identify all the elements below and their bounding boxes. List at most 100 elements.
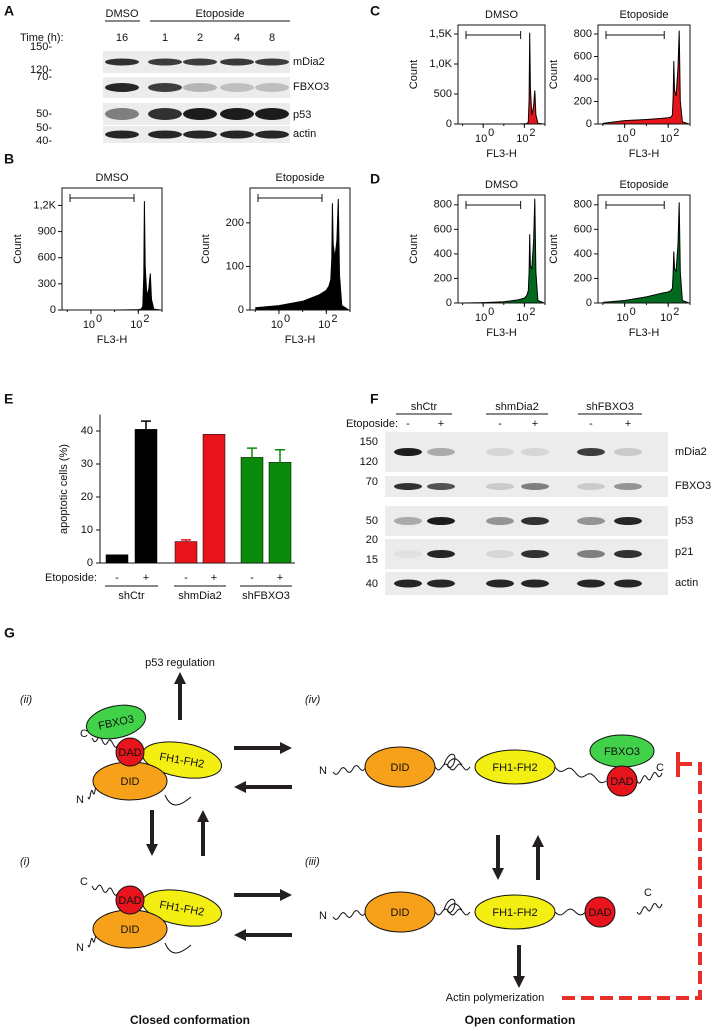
blot-band xyxy=(486,517,514,525)
blot-band xyxy=(394,579,422,588)
y-tick-label: 20 xyxy=(81,491,93,503)
x-axis-label: FL3-H xyxy=(97,334,128,346)
x-tick-label: 10 xyxy=(660,133,672,145)
plot-title: DMSO xyxy=(96,172,129,184)
blot-band xyxy=(255,130,289,139)
state-tag: (ii) xyxy=(20,694,33,706)
blot-band xyxy=(486,483,514,490)
mw-marker: 40- xyxy=(36,135,52,147)
protein-label: p21 xyxy=(675,546,693,558)
treatment-label: Etoposide: xyxy=(45,572,97,584)
output-label: p53 regulation xyxy=(145,657,215,669)
linker xyxy=(91,736,119,748)
dad-domain-label: DAD xyxy=(610,776,633,788)
blot-band xyxy=(521,517,549,525)
time-value: 4 xyxy=(234,32,240,44)
dad-domain-label: DAD xyxy=(118,895,141,907)
group-label: shFBXO3 xyxy=(586,401,634,413)
protein-label: FBXO3 xyxy=(675,480,711,492)
did-domain-label: DID xyxy=(121,776,140,788)
x-tick-label: 10 xyxy=(130,319,142,331)
y-tick-label: 0 xyxy=(586,297,592,309)
panel-label: B xyxy=(4,151,14,167)
y-tick-label: 0 xyxy=(238,304,244,316)
bar xyxy=(240,457,264,564)
blot-band xyxy=(148,83,182,92)
blot-strip xyxy=(385,432,668,472)
x-tick-exponent: 0 xyxy=(630,306,636,318)
treatment-sign: + xyxy=(211,572,217,584)
y-tick-label: 0 xyxy=(50,304,56,316)
blot-band xyxy=(105,83,139,92)
arrow-head xyxy=(492,868,504,880)
output-label: Actin polymerization xyxy=(446,992,544,1004)
y-tick-label: 200 xyxy=(574,272,592,284)
x-tick-exponent: 0 xyxy=(630,127,636,139)
linker xyxy=(332,909,367,921)
blot-band xyxy=(521,448,549,456)
y-tick-label: 800 xyxy=(574,199,592,211)
state-tag: (iii) xyxy=(305,856,320,868)
bar xyxy=(105,554,129,564)
plot-frame xyxy=(457,24,546,125)
linker-loop xyxy=(443,753,463,768)
blot-band xyxy=(148,108,182,120)
blot-band xyxy=(255,83,289,92)
y-tick-label: 10 xyxy=(81,524,93,536)
histogram-line xyxy=(255,198,350,311)
blot-band xyxy=(486,550,514,558)
group-label: DMSO xyxy=(106,8,139,20)
histogram-fill xyxy=(255,198,349,310)
y-tick-label: 800 xyxy=(574,28,592,40)
treatment-sign: + xyxy=(277,572,283,584)
y-axis-label: Count xyxy=(548,234,560,263)
blot-band xyxy=(183,108,217,120)
dad-domain xyxy=(115,737,145,767)
linker xyxy=(434,908,471,916)
y-axis-label: Count xyxy=(12,234,24,263)
bar xyxy=(268,462,292,564)
y-tick-label: 400 xyxy=(574,248,592,260)
treatment-sign: - xyxy=(589,418,593,430)
x-tick-exponent: 0 xyxy=(488,306,494,318)
y-tick-label: 1,2K xyxy=(33,199,56,211)
y-tick-label: 300 xyxy=(38,278,56,290)
protein-label: actin xyxy=(675,577,698,589)
arrow-head xyxy=(146,844,158,856)
dad-domain xyxy=(606,765,638,797)
linker xyxy=(636,771,663,784)
blot-band xyxy=(577,579,605,588)
bar xyxy=(134,429,158,564)
time-label: Time (h): xyxy=(20,32,64,44)
x-tick-exponent: 2 xyxy=(673,306,679,318)
fh-domain xyxy=(474,749,556,785)
time-value: 1 xyxy=(162,32,168,44)
bar xyxy=(202,434,226,564)
y-tick-label: 600 xyxy=(434,223,452,235)
fh-domain-label: FH1-FH2 xyxy=(492,762,537,774)
x-tick-label: 10 xyxy=(516,133,528,145)
blot-band xyxy=(183,58,217,66)
did-domain xyxy=(364,746,436,788)
time-value: 16 xyxy=(116,32,128,44)
y-tick-label: 600 xyxy=(38,252,56,264)
treatment-sign: - xyxy=(406,418,410,430)
y-tick-label: 400 xyxy=(434,248,452,260)
y-tick-label: 40 xyxy=(81,425,93,437)
x-tick-label: 10 xyxy=(617,312,629,324)
time-value: 2 xyxy=(197,32,203,44)
y-tick-label: 800 xyxy=(434,199,452,211)
blot-band xyxy=(148,58,182,66)
n-terminus: N xyxy=(76,794,84,806)
dad-domain-label: DAD xyxy=(118,747,141,759)
x-tick-label: 10 xyxy=(617,133,629,145)
protein-label: mDia2 xyxy=(675,446,707,458)
n-terminus: N xyxy=(76,942,84,954)
blot-band xyxy=(577,550,605,558)
n-terminus: N xyxy=(319,765,327,777)
x-tick-label: 10 xyxy=(475,133,487,145)
x-tick-exponent: 0 xyxy=(488,127,494,139)
linker-loop xyxy=(443,898,463,913)
plot-title: DMSO xyxy=(485,9,518,21)
c-terminus: C xyxy=(656,762,664,774)
